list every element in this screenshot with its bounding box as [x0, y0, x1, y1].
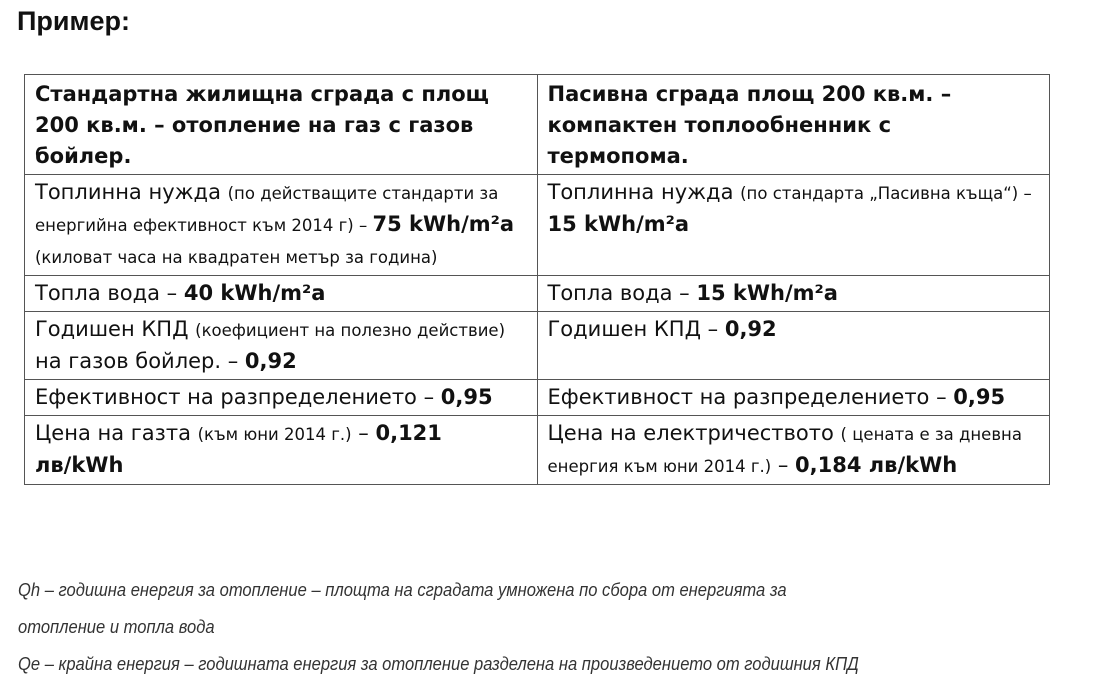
table-row: Ефективност на разпределението – 0,95 Ефе…: [24, 379, 1050, 416]
cell-text: 15 kWh/m²a: [696, 281, 838, 305]
cell-text: (по стандарта „Пасивна къща“) –: [740, 184, 1032, 203]
comparison-table: Стандартна жилищна сграда с площ 200 кв.…: [24, 74, 1050, 485]
table-row: Топла вода – 40 kWh/m²a Топла вода – 15 k…: [24, 275, 1050, 312]
cell-text: (по действащите стандарти за енергийна е…: [35, 184, 499, 235]
cell-text: Цена на електричеството: [547, 421, 841, 445]
header-cell: Пасивна сграда площ 200 кв.м. – компакте…: [536, 74, 1050, 175]
cell-text: 0,184 лв/kWh: [795, 453, 958, 477]
table-cell: Цена на газта (към юни 2014 г.) – 0,121 …: [24, 415, 538, 485]
cell-text: Топла вода –: [35, 281, 184, 305]
note-line: отопление и топла вода: [18, 617, 215, 637]
cell-text: (коефициент на полезно действие): [195, 321, 506, 340]
cell-text: Топлинна нужда: [35, 180, 228, 204]
cell-text: ( цената е за дневна енергия към юни 201…: [547, 425, 1022, 476]
table-cell: Топлинна нужда (по действащите стандарти…: [24, 174, 538, 276]
cell-text: 0,92: [244, 349, 297, 373]
cell-text: 15 kWh/m²a: [547, 212, 690, 236]
cell-text: Ефективност на разпределението –: [547, 385, 954, 409]
note-line: Qe – крайна енергия – годишната енергия …: [18, 654, 859, 674]
table-cell: Годишен КПД (коефициент на полезно дейст…: [24, 311, 538, 380]
note-line: Qh – годишна енергия за отопление – площ…: [18, 580, 787, 600]
cell-text: на газов бойлер. –: [35, 349, 245, 373]
table-cell: Топлинна нужда (по стандарта „Пасивна къ…: [536, 174, 1050, 276]
notes: Qh – годишна енергия за отопление – площ…: [18, 572, 859, 683]
cell-text: (киловат часа на квадратен метър за годи…: [35, 248, 438, 267]
cell-text: 75 kWh/m²a: [372, 212, 515, 236]
table-row: Топлинна нужда (по действащите стандарти…: [24, 174, 1050, 276]
cell-text: 0,92: [724, 317, 777, 341]
cell-text: –: [351, 421, 376, 445]
cell-text: 0,95: [440, 385, 493, 409]
cell-text: 40 kWh/m²a: [183, 281, 326, 305]
table-cell: Топла вода – 15 kWh/m²a: [536, 275, 1050, 312]
table-cell: Топла вода – 40 kWh/m²a: [24, 275, 538, 312]
cell-text: Топлинна нужда: [547, 180, 741, 204]
cell-text: Топла вода –: [547, 281, 697, 305]
table-row: Цена на газта (към юни 2014 г.) – 0,121 …: [24, 415, 1050, 485]
header-row: Стандартна жилищна сграда с площ 200 кв.…: [24, 74, 1050, 175]
table-cell: Цена на електричеството ( цената е за дн…: [536, 415, 1050, 485]
cell-text: Ефективност на разпределението –: [35, 385, 441, 409]
cell-text: 0,95: [953, 385, 1006, 409]
table-row: Годишен КПД (коефициент на полезно дейст…: [24, 311, 1050, 380]
cell-text: Цена на газта: [35, 421, 198, 445]
cell-text: 0,121 лв/kWh: [35, 421, 442, 477]
cell-text: –: [771, 453, 796, 477]
page-title: Пример:: [17, 6, 130, 36]
cell-text: (към юни 2014 г.): [197, 425, 352, 444]
header-cell: Стандартна жилищна сграда с площ 200 кв.…: [24, 74, 538, 175]
table-cell: Ефективност на разпределението – 0,95: [536, 379, 1050, 416]
cell-text: Годишен КПД: [35, 317, 196, 341]
cell-text: Годишен КПД –: [547, 317, 725, 341]
table-cell: Годишен КПД – 0,92: [536, 311, 1050, 380]
table-cell: Ефективност на разпределението – 0,95: [24, 379, 538, 416]
